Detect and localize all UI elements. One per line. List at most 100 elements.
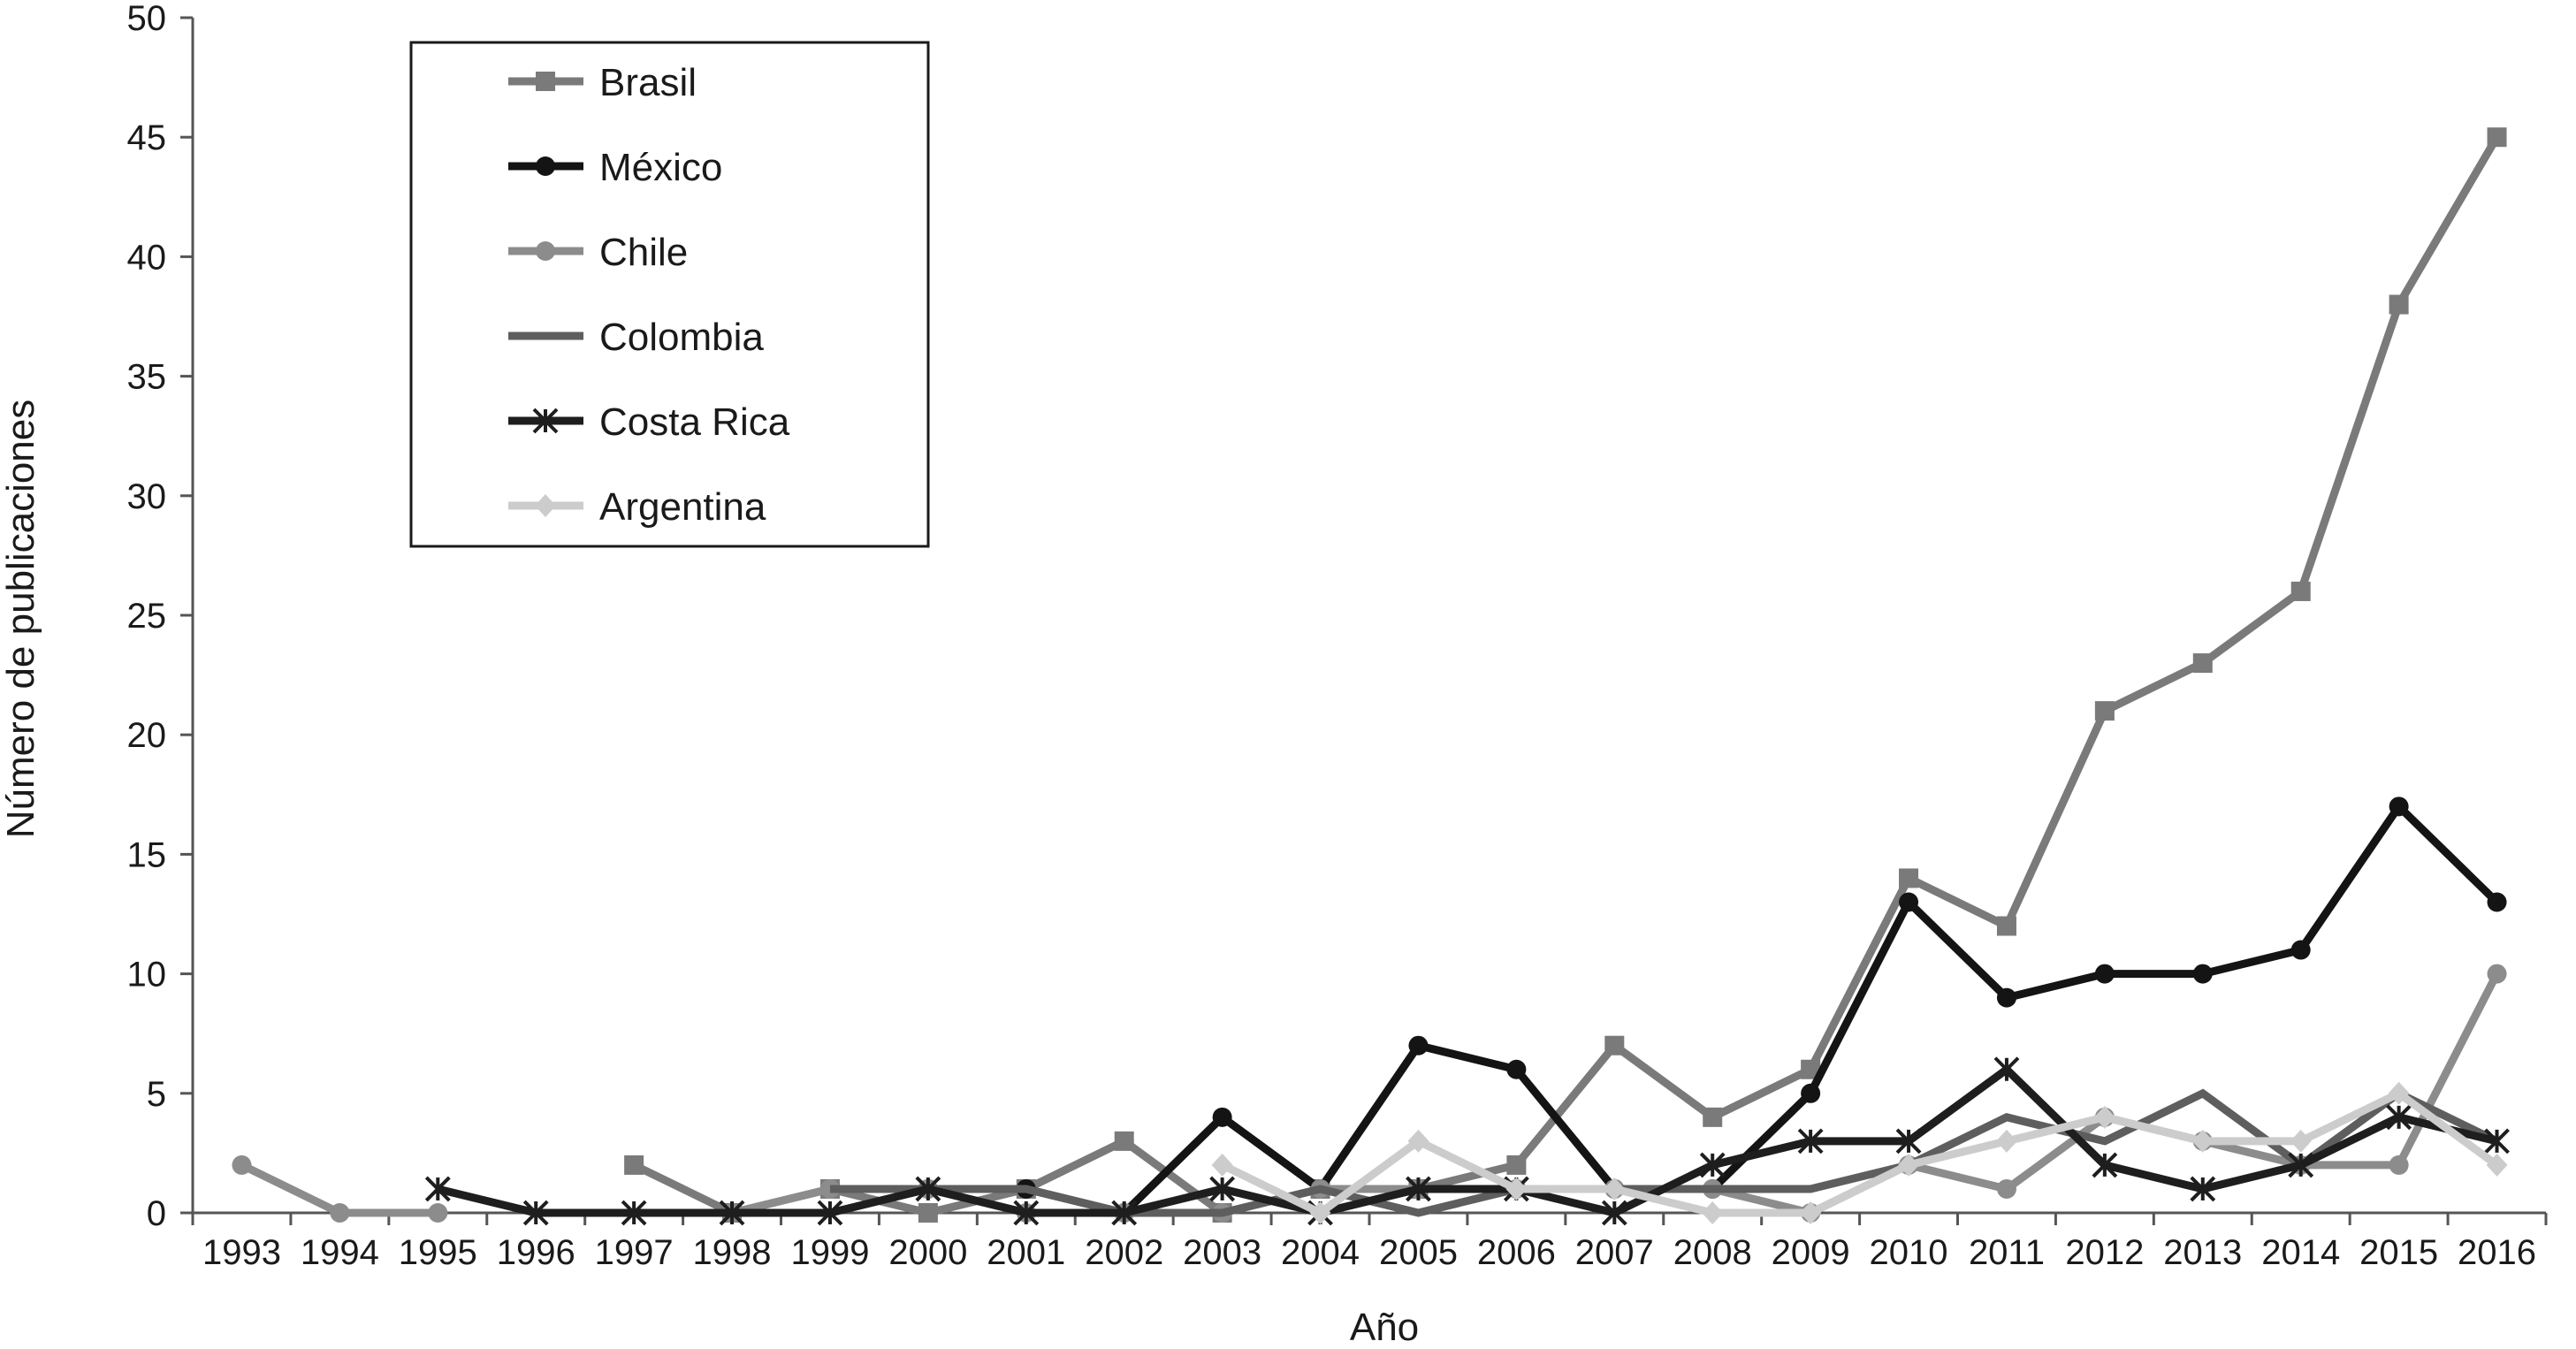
y-tick-label: 40	[127, 238, 167, 277]
legend-item: Argentina	[508, 485, 766, 529]
data-point	[522, 1200, 549, 1226]
series-line	[632, 134, 2501, 1217]
x-axis-title: Año	[1350, 1306, 1419, 1349]
x-tick-label: 1997	[595, 1233, 674, 1272]
data-point	[1212, 1107, 1232, 1127]
data-point	[1013, 1200, 1040, 1226]
data-point	[2290, 581, 2311, 601]
x-tick-label: 2003	[1183, 1233, 1261, 1272]
legend-item: Brasil	[508, 61, 697, 104]
x-tick-label: 2015	[2359, 1233, 2438, 1272]
data-point	[1801, 1083, 1821, 1103]
data-point	[817, 1200, 843, 1226]
x-tick-label: 2011	[1969, 1233, 2045, 1272]
legend-marker	[536, 72, 555, 91]
data-point	[2191, 1129, 2214, 1153]
data-point	[2389, 1155, 2409, 1175]
y-tick-label: 45	[127, 118, 167, 157]
x-tick-label: 1993	[202, 1233, 281, 1272]
legend-item: Costa Rica	[508, 400, 790, 444]
data-point	[2386, 1104, 2412, 1131]
data-point	[1604, 1177, 1626, 1200]
data-point	[1801, 1059, 1821, 1079]
data-point	[1114, 1131, 1134, 1151]
legend-box	[409, 41, 930, 548]
data-point	[1898, 1153, 1920, 1177]
series-layer	[232, 127, 2510, 1226]
data-point	[1996, 1178, 2016, 1199]
y-axis-title: Número de publicaciones	[0, 400, 42, 839]
data-point	[1506, 1155, 1527, 1175]
data-point	[424, 1176, 451, 1202]
data-point	[2487, 127, 2507, 148]
x-tick-label: 2001	[987, 1233, 1065, 1272]
data-point	[719, 1200, 745, 1226]
data-point	[1506, 1059, 1527, 1079]
data-point	[1797, 1128, 1824, 1155]
data-point	[2486, 1153, 2508, 1177]
data-point	[1899, 868, 1919, 888]
x-tick-label: 2005	[1379, 1233, 1458, 1272]
x-tick-label: 2002	[1085, 1233, 1163, 1272]
y-ticks: 0 5 10 15 20 25 30 35 40 45 50	[127, 0, 193, 1233]
legend-items: Brasil México Chile Colombia Costa Rica Argen…	[508, 61, 790, 529]
legend-item: Chile	[508, 231, 688, 274]
data-point	[2094, 701, 2115, 721]
legend-label: México	[599, 146, 722, 189]
data-point	[330, 1203, 350, 1223]
x-tick-label: 2016	[2458, 1233, 2536, 1272]
legend-marker	[536, 241, 555, 261]
data-point	[1895, 1128, 1922, 1155]
series-line	[1220, 1088, 2500, 1218]
data-point	[2290, 1129, 2312, 1153]
data-point	[1996, 987, 2016, 1008]
legend-label: Colombia	[599, 316, 764, 359]
data-point	[2094, 964, 2115, 984]
data-point	[2190, 1176, 2216, 1202]
data-point	[2484, 1128, 2510, 1155]
data-point	[1111, 1200, 1138, 1226]
data-point	[2192, 653, 2213, 674]
data-point	[1703, 1107, 1723, 1127]
legend-marker	[532, 408, 559, 434]
data-point	[2388, 1081, 2410, 1105]
x-tick-label: 1999	[790, 1233, 869, 1272]
legend-item: Colombia	[508, 316, 764, 359]
x-tick-label: 1995	[399, 1233, 477, 1272]
x-tick-label: 2010	[1870, 1233, 1948, 1272]
data-point	[1601, 1200, 1627, 1226]
data-point	[1211, 1153, 1233, 1177]
legend: Brasil México Chile Colombia Costa Rica Argen…	[409, 41, 930, 548]
data-point	[1209, 1176, 1236, 1202]
legend-label: Argentina	[599, 485, 766, 529]
data-point	[1407, 1129, 1429, 1153]
data-point	[1699, 1152, 1726, 1178]
series-argentina	[1211, 1081, 2508, 1224]
data-point	[2389, 796, 2409, 817]
x-tick-label: 2014	[2261, 1233, 2340, 1272]
y-tick-label: 35	[127, 358, 167, 397]
x-ticks: 1993 1994 1995 1996 1997 1998 1999 2000 2001 2002…	[191, 1213, 2548, 1272]
x-tick-label: 2013	[2163, 1233, 2242, 1272]
legend-label: Brasil	[599, 61, 697, 104]
data-point	[1505, 1177, 1528, 1200]
series-line	[437, 1063, 2498, 1217]
x-tick-label: 2012	[2065, 1233, 2144, 1272]
y-tick-label: 25	[127, 597, 167, 636]
data-point	[2092, 1152, 2118, 1178]
x-tick-label: 2007	[1575, 1233, 1654, 1272]
x-tick-label: 2006	[1477, 1233, 1556, 1272]
data-point	[918, 1203, 938, 1223]
data-point	[428, 1203, 448, 1223]
data-point	[1996, 916, 2016, 936]
y-tick-label: 10	[127, 956, 167, 995]
legend-label: Chile	[599, 231, 688, 274]
data-point	[624, 1155, 644, 1175]
legend-marker	[536, 156, 555, 176]
legend-marker	[535, 494, 556, 517]
legend-item: México	[508, 146, 722, 189]
y-tick-label: 20	[127, 716, 167, 755]
data-point	[819, 1178, 840, 1199]
